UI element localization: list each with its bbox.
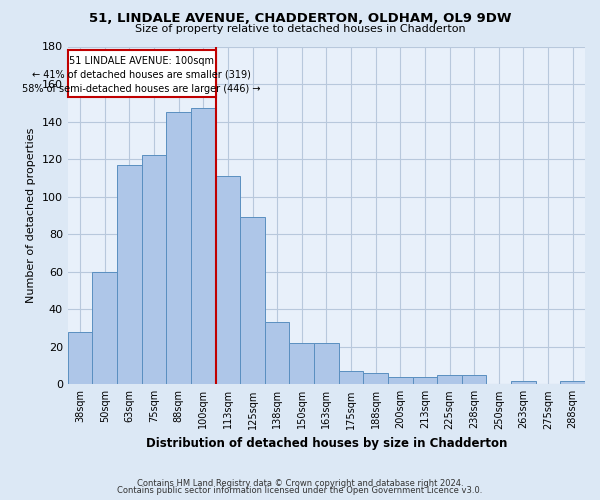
Bar [92,272,117,384]
Bar [462,375,487,384]
Text: Contains public sector information licensed under the Open Government Licence v3: Contains public sector information licen… [118,486,482,495]
Bar [560,380,585,384]
Bar [191,108,215,384]
Bar [437,375,462,384]
Bar [339,371,364,384]
Bar [413,377,437,384]
Bar [142,156,166,384]
Text: Size of property relative to detached houses in Chadderton: Size of property relative to detached ho… [134,24,466,34]
Bar [511,380,536,384]
Text: ← 41% of detached houses are smaller (319): ← 41% of detached houses are smaller (31… [32,70,251,80]
Text: 58% of semi-detached houses are larger (446) →: 58% of semi-detached houses are larger (… [22,84,261,94]
Bar [265,322,289,384]
Y-axis label: Number of detached properties: Number of detached properties [26,128,36,303]
X-axis label: Distribution of detached houses by size in Chadderton: Distribution of detached houses by size … [146,437,507,450]
Bar [68,332,92,384]
Bar [117,164,142,384]
Bar [314,343,339,384]
Text: 51, LINDALE AVENUE, CHADDERTON, OLDHAM, OL9 9DW: 51, LINDALE AVENUE, CHADDERTON, OLDHAM, … [89,12,511,26]
Bar [289,343,314,384]
Bar [68,50,215,97]
Text: Contains HM Land Registry data © Crown copyright and database right 2024.: Contains HM Land Registry data © Crown c… [137,478,463,488]
Bar [388,377,413,384]
Bar [240,218,265,384]
Bar [364,373,388,384]
Bar [166,112,191,384]
Bar [215,176,240,384]
Text: 51 LINDALE AVENUE: 100sqm: 51 LINDALE AVENUE: 100sqm [69,56,214,66]
